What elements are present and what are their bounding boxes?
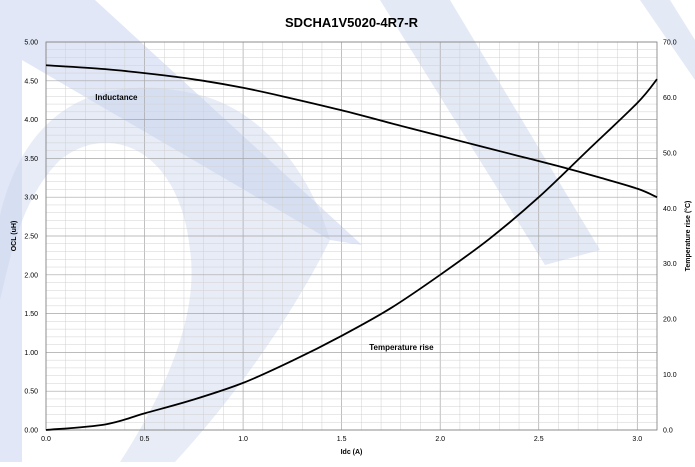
- y2-tick-label: 0.0: [663, 428, 673, 435]
- y2-tick-label: 20.0: [663, 317, 677, 324]
- temperature-rise-annotation: Temperature rise: [369, 343, 434, 352]
- y2-tick-label: 40.0: [663, 206, 677, 213]
- y-tick-label: 0.00: [24, 428, 38, 435]
- grid: [45, 41, 658, 431]
- y-tick-label: 0.50: [24, 389, 38, 396]
- x-tick-label: 1.0: [238, 436, 248, 443]
- temperature-rise-curve: [45, 78, 658, 431]
- y-tick-label: 1.00: [24, 350, 38, 357]
- y-tick-label: 1.50: [24, 311, 38, 318]
- y2-axis-label: Temperature rise (°C): [684, 201, 692, 272]
- inductance-annotation: Inductance: [95, 93, 138, 102]
- x-tick-label: 2.0: [435, 436, 445, 443]
- plot-frame: [45, 41, 658, 431]
- y-axis-label: OCL (uH): [11, 221, 18, 252]
- y-tick-label: 5.00: [24, 40, 38, 47]
- y-tick-label: 4.50: [24, 78, 38, 85]
- ticks-layer: 0.0 0.5 1.0 1.5 2.0 2.5 3.0 0.00 0.50 1.00 1.50 2.0…: [24, 40, 676, 444]
- x-tick-label: 0.5: [140, 436, 150, 443]
- watermark-triangle: [0, 0, 362, 462]
- y-tick-label: 2.50: [24, 234, 38, 241]
- x-tick-label: 3.0: [632, 436, 642, 443]
- x-tick-label: 2.5: [534, 436, 544, 443]
- y-tick-label: 3.50: [24, 156, 38, 163]
- x-tick-label: 1.5: [337, 436, 347, 443]
- chart-title: SDCHA1V5020-4R7-R: [285, 15, 419, 30]
- y-tick-label: 4.00: [24, 117, 38, 124]
- x-axis-label: Idc (A): [341, 449, 363, 456]
- inductance-curve: [45, 64, 658, 199]
- y2-tick-label: 60.0: [663, 95, 677, 102]
- y-tick-label: 3.00: [24, 195, 38, 202]
- series-layer: [45, 64, 658, 431]
- y-tick-label: 2.00: [24, 272, 38, 279]
- watermark-arc: [0, 87, 330, 462]
- x-tick-label: 0.0: [41, 436, 51, 443]
- y2-tick-label: 70.0: [663, 40, 677, 47]
- watermark-stroke: [380, 0, 600, 265]
- y2-tick-label: 10.0: [663, 372, 677, 379]
- y2-tick-label: 30.0: [663, 261, 677, 268]
- y2-tick-label: 50.0: [663, 150, 677, 157]
- watermark-corner: [640, 0, 695, 80]
